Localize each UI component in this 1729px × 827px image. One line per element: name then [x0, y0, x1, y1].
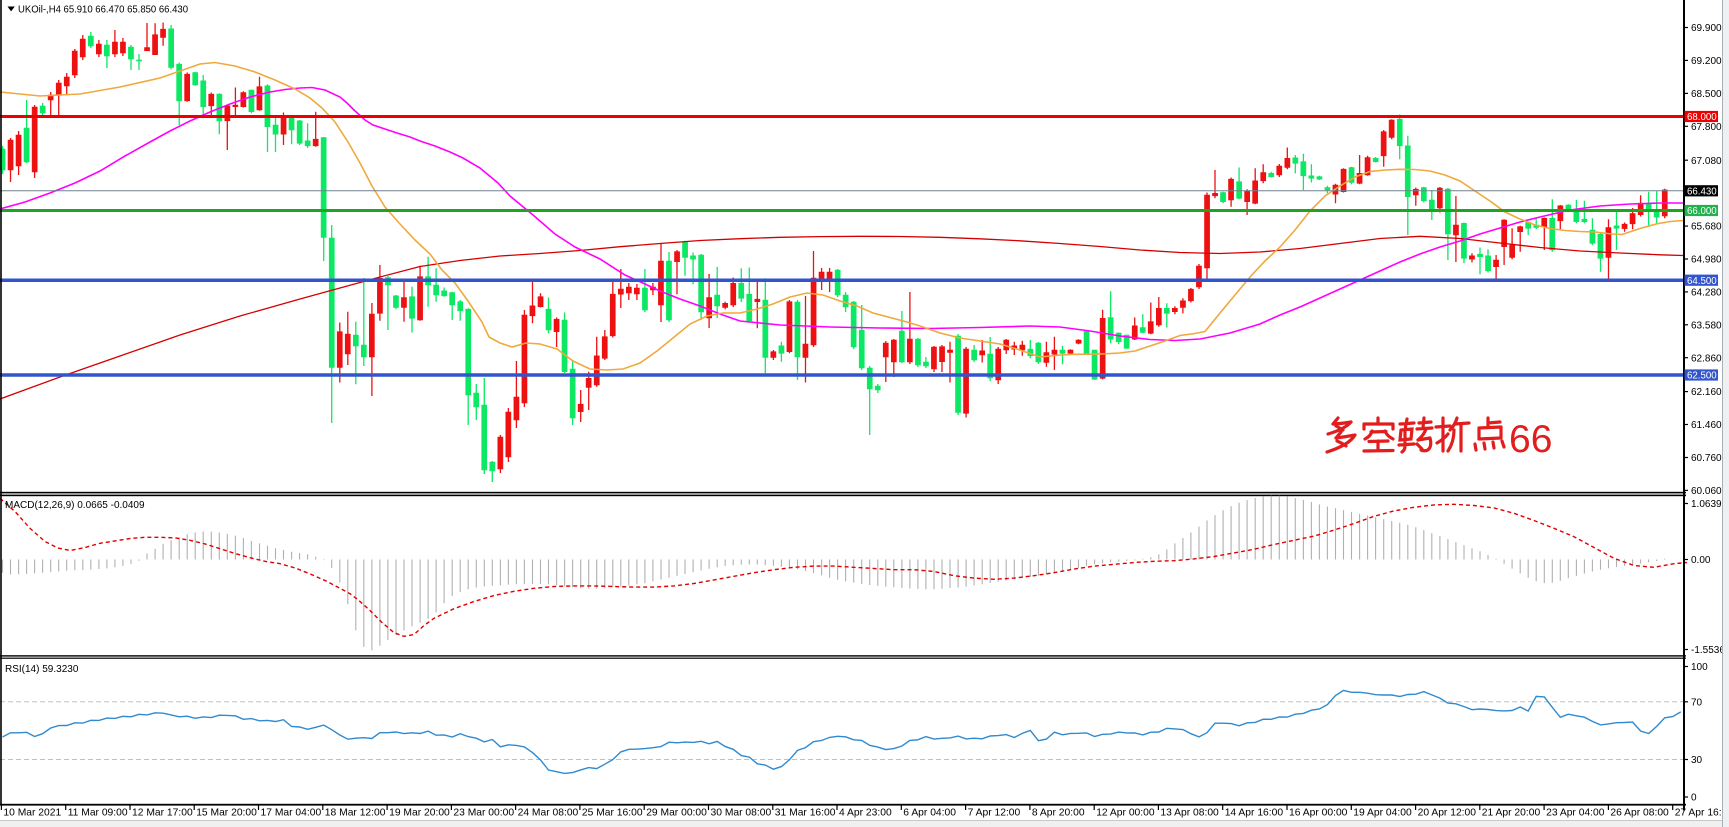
svg-text:63.580: 63.580 [1691, 320, 1722, 331]
svg-text:23 Mar 00:00: 23 Mar 00:00 [453, 808, 514, 819]
svg-text:15 Mar 20:00: 15 Mar 20:00 [196, 808, 257, 819]
svg-text:14 Apr 16:00: 14 Apr 16:00 [1225, 808, 1284, 819]
svg-text:12 Mar 17:00: 12 Mar 17:00 [132, 808, 193, 819]
svg-text:31 Mar 16:00: 31 Mar 16:00 [775, 808, 836, 819]
svg-text:23 Apr 04:00: 23 Apr 04:00 [1546, 808, 1605, 819]
svg-text:62.160: 62.160 [1691, 387, 1722, 398]
svg-text:4 Apr 23:00: 4 Apr 23:00 [839, 808, 892, 819]
svg-text:MACD(12,26,9) 0.0665 -0.0409: MACD(12,26,9) 0.0665 -0.0409 [5, 500, 145, 511]
svg-text:13 Apr 08:00: 13 Apr 08:00 [1160, 808, 1219, 819]
svg-text:12 Apr 00:00: 12 Apr 00:00 [1096, 808, 1155, 819]
svg-text:24 Mar 08:00: 24 Mar 08:00 [518, 808, 579, 819]
svg-text:7 Apr 12:00: 7 Apr 12:00 [968, 808, 1021, 819]
svg-text:70: 70 [1691, 697, 1703, 708]
svg-text:26 Apr 08:00: 26 Apr 08:00 [1610, 808, 1669, 819]
svg-text:RSI(14) 59.3230: RSI(14) 59.3230 [5, 664, 79, 675]
svg-text:29 Mar 00:00: 29 Mar 00:00 [646, 808, 707, 819]
svg-text:21 Apr 20:00: 21 Apr 20:00 [1482, 808, 1541, 819]
svg-text:6 Apr 04:00: 6 Apr 04:00 [903, 808, 956, 819]
svg-text:69.200: 69.200 [1691, 56, 1722, 67]
svg-text:25 Mar 16:00: 25 Mar 16:00 [582, 808, 643, 819]
svg-text:30 Mar 08:00: 30 Mar 08:00 [711, 808, 772, 819]
svg-text:61.460: 61.460 [1691, 420, 1722, 431]
svg-text:68.500: 68.500 [1691, 89, 1722, 100]
svg-text:67.080: 67.080 [1691, 156, 1722, 167]
svg-text:0: 0 [1691, 793, 1697, 804]
svg-text:18 Mar 12:00: 18 Mar 12:00 [325, 808, 386, 819]
svg-text:60.060: 60.060 [1691, 486, 1722, 497]
svg-text:30: 30 [1691, 755, 1703, 766]
svg-text:62.500: 62.500 [1687, 371, 1717, 382]
svg-text:UKOil-,H4 65.910 66.470 65.85: UKOil-,H4 65.910 66.470 65.850 66.430 [18, 5, 188, 16]
svg-text:27 Apr 16:00: 27 Apr 16:00 [1675, 808, 1729, 819]
svg-text:66: 66 [1509, 418, 1552, 461]
svg-text:66.430: 66.430 [1687, 186, 1717, 197]
svg-text:68.000: 68.000 [1687, 112, 1717, 123]
svg-text:67.800: 67.800 [1691, 122, 1722, 133]
svg-text:10 Mar 2021: 10 Mar 2021 [3, 808, 61, 819]
svg-text:11 Mar 09:00: 11 Mar 09:00 [68, 808, 128, 819]
svg-text:16 Apr 00:00: 16 Apr 00:00 [1289, 808, 1348, 819]
svg-text:1.0639: 1.0639 [1691, 499, 1722, 510]
svg-text:8 Apr 20:00: 8 Apr 20:00 [1032, 808, 1085, 819]
svg-text:17 Mar 04:00: 17 Mar 04:00 [261, 808, 322, 819]
svg-text:100: 100 [1691, 662, 1708, 673]
svg-text:60.760: 60.760 [1691, 453, 1722, 464]
svg-text:66.000: 66.000 [1687, 206, 1717, 217]
svg-text:0.00: 0.00 [1691, 555, 1711, 566]
svg-text:19 Mar 20:00: 19 Mar 20:00 [389, 808, 450, 819]
svg-text:20 Apr 12:00: 20 Apr 12:00 [1418, 808, 1477, 819]
svg-text:62.860: 62.860 [1691, 353, 1722, 364]
svg-text:65.680: 65.680 [1691, 222, 1722, 233]
svg-text:64.500: 64.500 [1687, 276, 1717, 287]
svg-text:64.980: 64.980 [1691, 255, 1722, 266]
svg-text:19 Apr 04:00: 19 Apr 04:00 [1353, 808, 1412, 819]
svg-text:-1.5536: -1.5536 [1691, 645, 1725, 656]
svg-text:64.280: 64.280 [1691, 288, 1722, 299]
svg-text:69.900: 69.900 [1691, 23, 1722, 34]
